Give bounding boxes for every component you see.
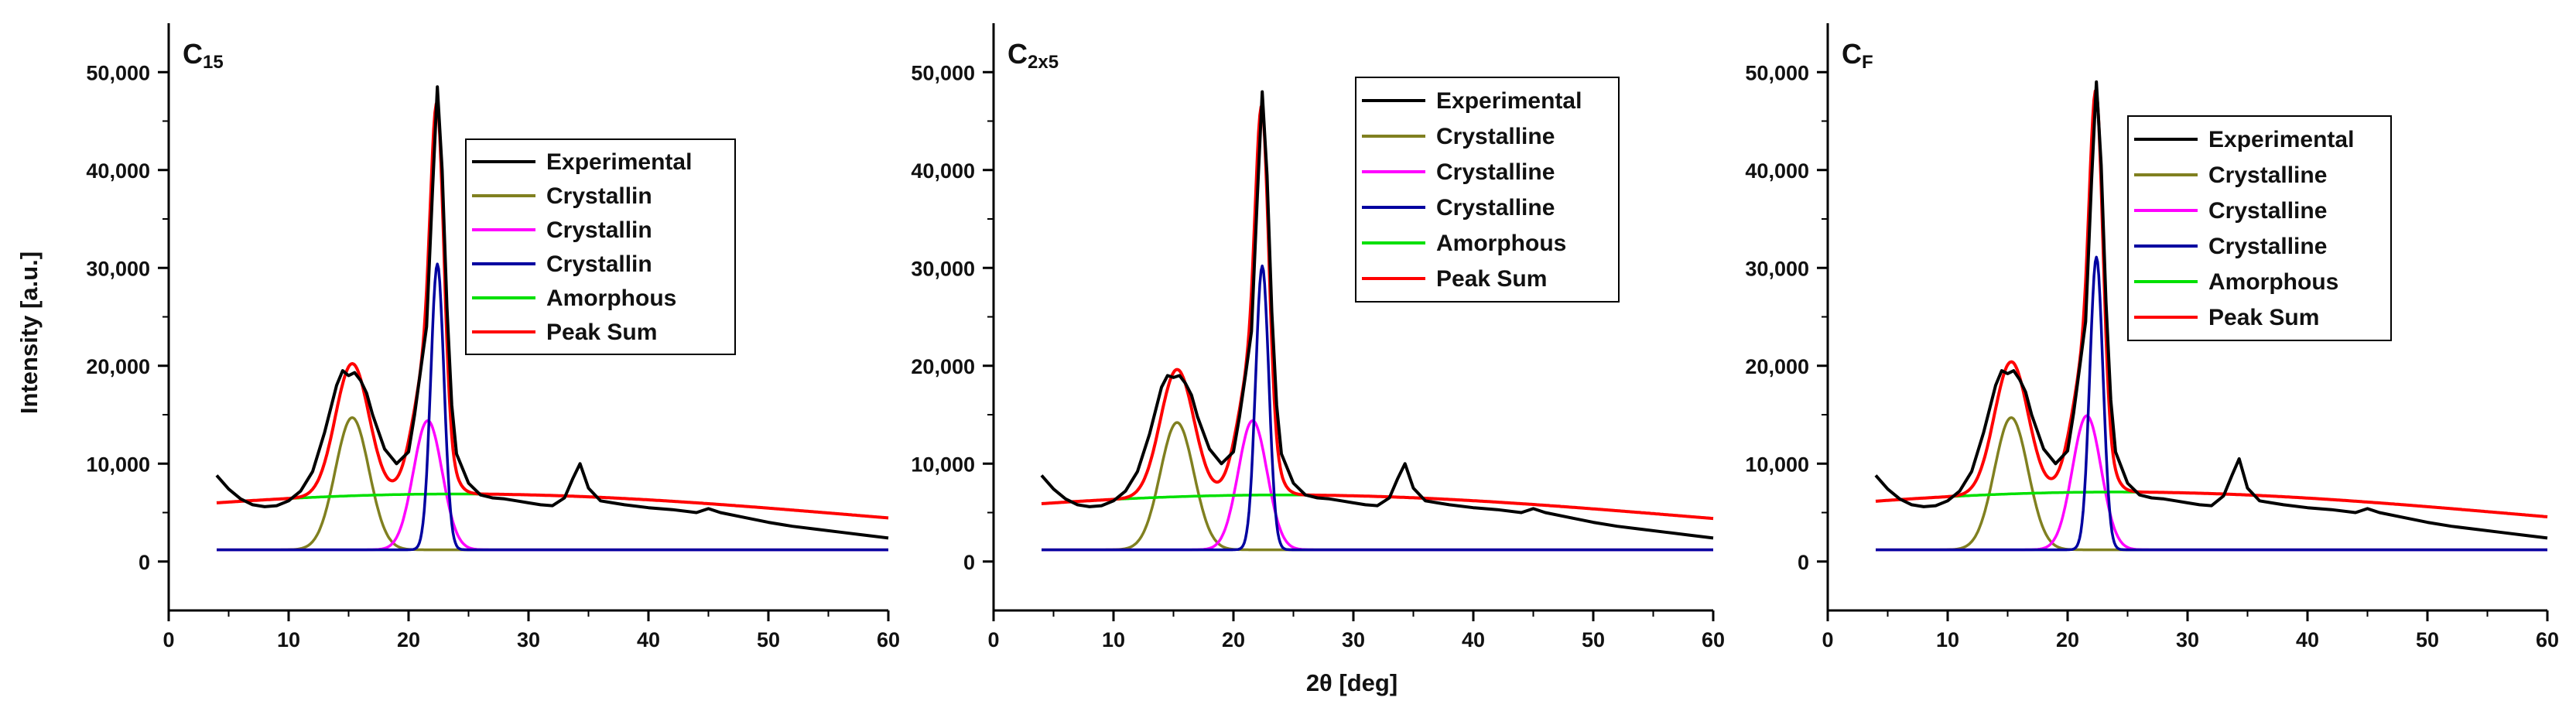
y-tick-label: 50,000: [1745, 61, 1809, 84]
chart-panel-1: 0 10 20 30 40 50 60 0 10,000 20,000 30,000 40,000 50…: [86, 23, 900, 651]
experimental-line: [215, 85, 889, 540]
legend-label: Crystallin: [546, 183, 652, 209]
y-tick-label: 30,000: [911, 257, 975, 280]
legend-label: Crystallin: [546, 251, 652, 277]
crystalline-3-line: [1041, 264, 1714, 552]
peak-sum-line: [1041, 105, 1714, 521]
chart-panel-3: 0 10 20 30 40 50 60 0 10,000 20,000 30,000 40,000 50…: [1745, 23, 2559, 651]
legend-label: Crystalline: [1436, 159, 1555, 185]
legend-label: Experimental: [2208, 127, 2354, 152]
y-tick-label: 30,000: [1745, 257, 1809, 280]
legend-label: Crystallin: [546, 217, 652, 243]
y-tick-label: 40,000: [911, 159, 975, 183]
x-tick-label: 20: [1222, 628, 1245, 651]
legend-label: Peak Sum: [546, 320, 657, 345]
chart-panel-2: 0 10 20 30 40 50 60 0 10,000 20,000 30,000 40,000 50…: [911, 23, 1725, 651]
panel-label: C2x5: [1007, 38, 1059, 73]
legend-label: Amorphous: [546, 285, 676, 311]
x-tick-label: 50: [757, 628, 780, 651]
y-tick-label: 0: [139, 551, 150, 574]
legend: Experimental Crystalline Crystalline Crysta…: [2127, 115, 2392, 341]
x-tick-label: 0: [987, 628, 999, 651]
x-tick-label: 40: [637, 628, 660, 651]
x-tick-label: 10: [277, 628, 300, 651]
x-tick-label: 50: [1582, 628, 1605, 651]
legend-label: Experimental: [546, 149, 692, 175]
y-tick-label: 10,000: [911, 453, 975, 476]
x-tick-label: 10: [1936, 628, 1959, 651]
experimental-line: [1874, 80, 2548, 540]
legend-label: Crystalline: [2208, 198, 2327, 224]
x-tick-label: 30: [2176, 628, 2199, 651]
legend-label: Peak Sum: [2208, 305, 2319, 330]
y-tick-label: 50,000: [86, 61, 150, 84]
legend-label: Experimental: [1436, 88, 1582, 114]
legend-box: [2127, 115, 2392, 341]
peak-sum-line: [1875, 89, 2548, 518]
x-tick-label: 0: [162, 628, 174, 651]
x-tick-label: 30: [1342, 628, 1365, 651]
legend-box: [1355, 77, 1620, 303]
y-tick-label: 20,000: [86, 355, 150, 378]
legend: Experimental Crystallin Crystallin Crystall…: [465, 138, 736, 355]
legend-label: Amorphous: [1436, 231, 1566, 256]
legend-label: Crystalline: [1436, 195, 1555, 221]
legend-label: Peak Sum: [1436, 266, 1547, 292]
x-tick-label: 20: [397, 628, 420, 651]
x-tick-label: 0: [1822, 628, 1833, 651]
legend: Experimental Crystalline Crystalline Crysta…: [1355, 77, 1620, 303]
legend-label: Crystalline: [1436, 124, 1555, 149]
y-tick-label: 40,000: [1745, 159, 1809, 183]
crystalline-3-line: [1875, 255, 2548, 552]
legend-label: Crystalline: [2208, 162, 2327, 188]
x-tick-label: 50: [2416, 628, 2439, 651]
y-tick-label: 40,000: [86, 159, 150, 183]
legend-box: [465, 138, 736, 355]
y-tick-label: 0: [1798, 551, 1809, 574]
panels: 0 10 20 30 40 50 60 0 10,000 20,000 30,000 40,000 50…: [86, 23, 2559, 651]
crystalline-2-line: [216, 419, 889, 552]
y-tick-label: 10,000: [86, 453, 150, 476]
x-tick-label: 30: [517, 628, 540, 651]
panel-label: CF: [1842, 38, 1873, 73]
x-axis-title: 2θ [deg]: [1306, 669, 1397, 696]
peak-sum-line: [216, 102, 889, 520]
y-tick-label: 50,000: [911, 61, 975, 84]
x-tick-label: 40: [1462, 628, 1485, 651]
panel-label: C15: [183, 38, 224, 73]
crystalline-3-line: [216, 262, 889, 552]
x-tick-label: 60: [1702, 628, 1725, 651]
y-tick-label: 10,000: [1745, 453, 1809, 476]
y-axis-title: Intensity [a.u.]: [15, 251, 43, 414]
experimental-line: [1040, 90, 1714, 540]
y-tick-label: 30,000: [86, 257, 150, 280]
y-tick-label: 0: [963, 551, 975, 574]
x-tick-label: 10: [1102, 628, 1125, 651]
x-tick-label: 60: [877, 628, 900, 651]
x-tick-label: 60: [2536, 628, 2559, 651]
legend-label: Amorphous: [2208, 269, 2338, 295]
y-tick-label: 20,000: [911, 355, 975, 378]
legend-label: Crystalline: [2208, 234, 2327, 259]
y-tick-label: 20,000: [1745, 355, 1809, 378]
x-tick-label: 40: [2296, 628, 2319, 651]
x-tick-label: 20: [2056, 628, 2079, 651]
crystalline-1-line: [1875, 416, 2548, 552]
